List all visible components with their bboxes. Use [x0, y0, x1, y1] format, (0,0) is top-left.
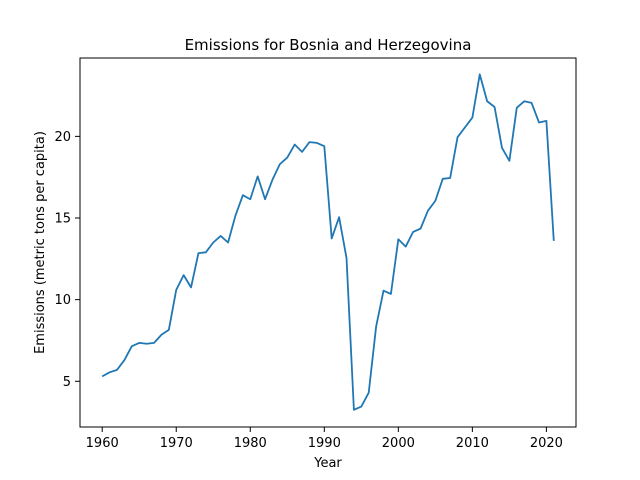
y-tick-label: 5	[63, 375, 71, 390]
x-axis-ticks: 1960 1970 1980 1990 2000 2010 2020	[86, 427, 563, 451]
y-axis-ticks: 5 10 15 20	[54, 130, 80, 390]
y-tick-label: 20	[54, 130, 71, 145]
x-tick-label: 1980	[234, 436, 267, 451]
y-tick-label: 15	[54, 212, 71, 227]
x-tick-label: 2010	[456, 436, 489, 451]
x-axis-label: Year	[313, 456, 342, 471]
y-axis-label: Emissions (metric tons per capita)	[33, 131, 48, 354]
plot-area-frame	[79, 57, 577, 428]
x-tick-label: 2000	[382, 436, 415, 451]
x-tick-label: 1960	[86, 436, 119, 451]
x-tick-label: 2020	[530, 436, 563, 451]
x-tick-label: 1990	[308, 436, 341, 451]
chart-title: Emissions for Bosnia and Herzegovina	[185, 36, 472, 54]
emissions-series-line	[101, 73, 555, 411]
y-tick-label: 10	[54, 293, 71, 308]
x-tick-label: 1970	[160, 436, 193, 451]
